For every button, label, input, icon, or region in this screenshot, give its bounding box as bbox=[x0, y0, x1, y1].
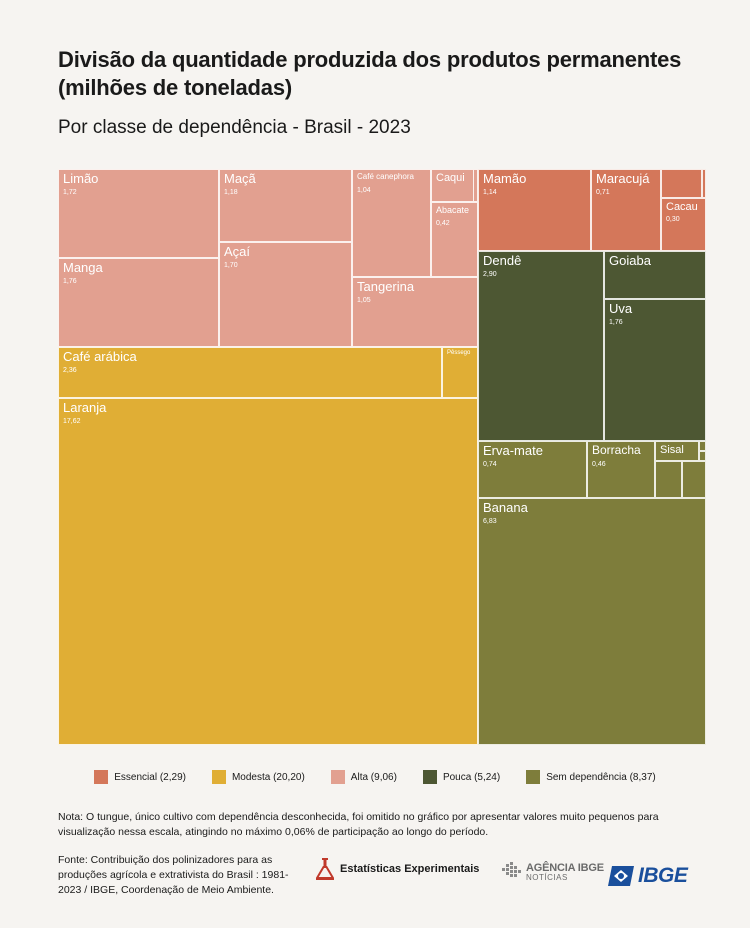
treemap-label: Açaí bbox=[224, 244, 251, 259]
legend: Essencial (2,29) Modesta (20,20) Alta (9… bbox=[0, 770, 750, 784]
treemap-label: Pêssego bbox=[447, 350, 471, 356]
legend-swatch-sem-dependencia bbox=[526, 770, 541, 784]
treemap-label: Abacate bbox=[436, 205, 470, 215]
legend-swatch-modesta bbox=[211, 770, 226, 784]
treemap-cell-maca: Maçã 1,18 bbox=[219, 169, 352, 242]
treemap-cell-dende: Dendê 2,90 bbox=[478, 251, 604, 441]
treemap-cell-essencial-3 bbox=[661, 169, 702, 198]
treemap-value: 0,30 bbox=[666, 216, 680, 223]
logo-agencia-ibge: AGÊNCIA IBGE NOTÍCIAS bbox=[502, 862, 604, 882]
treemap-value: 1,14 bbox=[483, 189, 497, 196]
treemap-value: 0,74 bbox=[483, 461, 497, 468]
ibge-flag-icon bbox=[608, 866, 634, 886]
legend-swatch-essencial bbox=[94, 770, 109, 784]
treemap-cell-banana: Banana 6,83 bbox=[478, 498, 706, 745]
treemap-value: 1,76 bbox=[63, 278, 77, 285]
agencia-grid-icon bbox=[502, 862, 521, 877]
treemap-cell-limao: Limão 1,72 bbox=[58, 169, 219, 258]
treemap-label: Maracujá bbox=[596, 171, 650, 186]
treemap-cell-cacau: Cacau 0,30 bbox=[661, 198, 706, 251]
treemap-cell-sem-5 bbox=[682, 461, 706, 498]
treemap-label: Uva bbox=[609, 301, 633, 316]
treemap-label: Mamão bbox=[483, 171, 527, 186]
logo-ibge-text: IBGE bbox=[638, 864, 688, 887]
chart-title: Divisão da quantidade produzida dos prod… bbox=[58, 47, 682, 100]
treemap-label: Maçã bbox=[224, 171, 256, 186]
legend-label-alta: Alta (9,06) bbox=[350, 771, 397, 783]
treemap-cell-erva-mate: Erva-mate 0,74 bbox=[478, 441, 587, 498]
legend-item-alta: Alta (9,06) bbox=[330, 770, 397, 784]
legend-label-essencial: Essencial (2,29) bbox=[114, 771, 186, 783]
treemap-label: Laranja bbox=[63, 400, 107, 415]
treemap-label: Limão bbox=[63, 171, 99, 186]
treemap-cell-uva: Uva 1,76 bbox=[604, 299, 706, 441]
treemap-cell-cafe-arabica: Café arábica 2,36 bbox=[58, 347, 442, 398]
legend-label-modesta: Modesta (20,20) bbox=[231, 771, 305, 783]
treemap-cell-caqui: Caqui bbox=[431, 169, 478, 202]
treemap-value: 1,18 bbox=[224, 189, 238, 196]
legend-item-essencial: Essencial (2,29) bbox=[94, 770, 186, 784]
treemap-value: 2,90 bbox=[483, 271, 497, 278]
treemap-value: 0,71 bbox=[596, 189, 610, 196]
treemap-label: Café arábica bbox=[63, 349, 137, 364]
treemap-label: Banana bbox=[483, 500, 528, 515]
treemap-cell-essencial-4 bbox=[702, 169, 706, 198]
treemap-cell-goiaba: Goiaba bbox=[604, 251, 706, 299]
footnote: Nota: O tungue, único cultivo com depend… bbox=[58, 811, 659, 838]
treemap-cell-sem-7 bbox=[699, 451, 706, 461]
treemap-value: 1,76 bbox=[609, 319, 623, 326]
flask-icon bbox=[316, 858, 334, 880]
treemap-value: 1,72 bbox=[63, 189, 77, 196]
treemap-cell-sem-6 bbox=[699, 441, 706, 451]
treemap-label: Tangerina bbox=[357, 279, 415, 294]
treemap-label: Dendê bbox=[483, 253, 522, 268]
treemap-label: Cacau bbox=[666, 201, 698, 213]
chart-subtitle: Por classe de dependência - Brasil - 202… bbox=[58, 117, 411, 138]
treemap-label: Sisal bbox=[660, 444, 684, 456]
treemap-cell-tangerina: Tangerina 1,05 bbox=[352, 277, 478, 347]
legend-label-pouca: Pouca (5,24) bbox=[442, 771, 501, 783]
legend-swatch-alta bbox=[330, 770, 345, 784]
legend-swatch-pouca bbox=[422, 770, 437, 784]
treemap-label: Manga bbox=[63, 260, 103, 275]
treemap-cell-cafe-canephora: Café canephora 1,04 bbox=[352, 169, 431, 277]
treemap-value: 1,05 bbox=[357, 297, 371, 304]
treemap-value: 6,83 bbox=[483, 518, 497, 525]
source-text: Fonte: Contribuição dos polinizadores pa… bbox=[58, 854, 289, 896]
treemap-label: Erva-mate bbox=[483, 443, 543, 458]
logo-agencia-text: AGÊNCIA IBGE bbox=[526, 862, 604, 874]
treemap-cell-maracuja: Maracujá 0,71 bbox=[591, 169, 661, 251]
treemap-cell-abacate: Abacate 0,42 bbox=[431, 202, 478, 277]
treemap-cell-sisal: Sisal bbox=[655, 441, 699, 461]
logo-agencia-subtext: NOTÍCIAS bbox=[526, 873, 568, 882]
treemap-label: Borracha bbox=[592, 443, 641, 457]
treemap-cell-borracha: Borracha 0,46 bbox=[587, 441, 655, 498]
treemap-cell-pessego: Pêssego bbox=[442, 347, 478, 398]
treemap-cell-laranja: Laranja 17,62 bbox=[58, 398, 478, 745]
legend-item-pouca: Pouca (5,24) bbox=[422, 770, 501, 784]
treemap-value: 0,42 bbox=[436, 220, 450, 227]
treemap-value: 1,70 bbox=[224, 262, 238, 269]
treemap-cell-manga: Manga 1,76 bbox=[58, 258, 219, 347]
treemap-value: 17,62 bbox=[63, 418, 81, 425]
legend-item-sem-dependencia: Sem dependência (8,37) bbox=[526, 770, 656, 784]
treemap-label: Goiaba bbox=[609, 253, 651, 268]
treemap-cell-mamao: Mamão 1,14 bbox=[478, 169, 591, 251]
treemap-value: 0,46 bbox=[592, 461, 606, 468]
treemap-label: Caqui bbox=[436, 172, 465, 184]
treemap-cell-alta-6 bbox=[473, 169, 478, 202]
logo-ibge: IBGE bbox=[608, 864, 688, 888]
treemap-label: Café canephora bbox=[357, 172, 414, 181]
legend-label-sem-dependencia: Sem dependência (8,37) bbox=[546, 771, 656, 783]
treemap-cell-acai: Açaí 1,70 bbox=[219, 242, 352, 347]
treemap-value: 2,36 bbox=[63, 367, 77, 374]
treemap-value: 1,04 bbox=[357, 187, 371, 194]
logo-estatisticas-text: Estatísticas Experimentais bbox=[340, 863, 480, 875]
treemap-cell-sem-4 bbox=[655, 461, 682, 498]
treemap-chart: Mamão 1,14 Maracujá 0,71 Cacau 0,30 Café arábi… bbox=[58, 169, 706, 745]
logo-estatisticas-experimentais: Estatísticas Experimentais bbox=[316, 858, 479, 880]
legend-item-modesta: Modesta (20,20) bbox=[211, 770, 305, 784]
